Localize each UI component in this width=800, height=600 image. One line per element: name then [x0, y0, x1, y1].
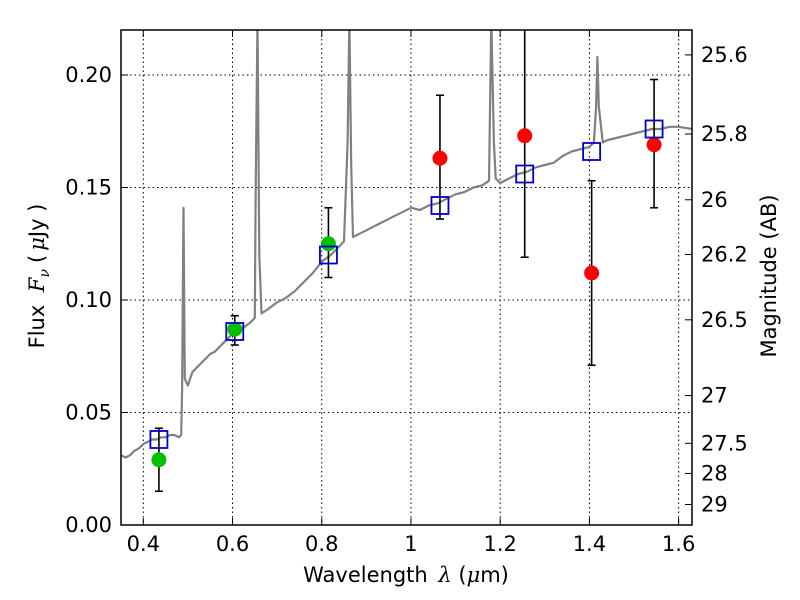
spectrum-line	[121, 30, 692, 459]
x-tick-label: 1.6	[662, 532, 695, 556]
model-square	[515, 164, 535, 184]
spectrum-series	[121, 30, 692, 459]
x-tick-label: 0.6	[216, 532, 249, 556]
model-square	[582, 142, 602, 161]
model-square	[225, 322, 245, 341]
error-bars	[154, 30, 659, 493]
magnitude-tick-label: 27.5	[701, 431, 748, 455]
magnitude-tick-label: 27	[701, 384, 728, 408]
magnitude-tick-label: 26	[701, 188, 728, 212]
x-tick-label: 1.2	[483, 532, 516, 556]
magnitude-tick-label: 26.5	[701, 308, 748, 332]
model-square	[430, 196, 450, 215]
magnitude-tick-label: 28	[701, 461, 728, 485]
x-tick-label: 0.4	[127, 532, 160, 556]
y-tick-label: 0.20	[65, 63, 112, 87]
green-point	[151, 452, 167, 468]
model-squares	[149, 119, 664, 449]
magnitude-axis-ticks: 25.6 25.8 26 26.2 26.5 27 27.5 28 29	[685, 43, 748, 516]
magnitude-axis-label: Magnitude (AB)	[757, 194, 781, 357]
red-point	[517, 128, 533, 144]
grid-lines	[121, 30, 692, 526]
model-square	[644, 119, 664, 139]
y-tick-label: 0.15	[65, 176, 112, 200]
x-tick-label: 1.4	[573, 532, 606, 556]
y-axis-label: Flux Fν(μJy )	[25, 204, 53, 349]
data-points	[151, 128, 662, 468]
green-point	[320, 236, 336, 252]
magnitude-tick-label: 25.6	[701, 43, 748, 67]
y-axis-ticks: 0.00 0.05 0.10 0.15 0.20	[65, 63, 128, 537]
x-axis-label: Wavelength λ (μm)	[303, 563, 509, 587]
x-axis-ticks: 0.4 0.6 0.8 1 1.2 1.4 1.6	[127, 30, 695, 556]
plot-frame	[120, 29, 693, 526]
magnitude-tick-label: 26.2	[701, 242, 748, 266]
y-tick-label: 0.00	[65, 513, 112, 537]
magnitude-tick-label: 29	[701, 492, 728, 516]
y-tick-label: 0.10	[65, 288, 112, 312]
magnitude-tick-label: 25.8	[701, 122, 748, 146]
x-tick-label: 1	[404, 532, 417, 556]
model-square	[149, 430, 169, 449]
x-tick-label: 0.8	[305, 532, 338, 556]
y-tick-label: 0.05	[65, 401, 112, 425]
red-point	[584, 265, 600, 281]
red-point	[432, 150, 448, 166]
model-square	[319, 245, 338, 265]
green-point	[227, 321, 243, 337]
red-point	[646, 137, 662, 153]
